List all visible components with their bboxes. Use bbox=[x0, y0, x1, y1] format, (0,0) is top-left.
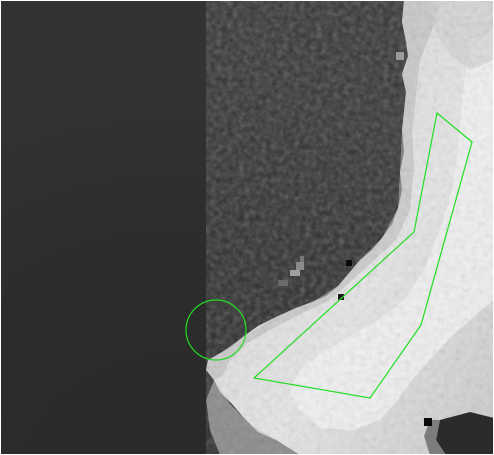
circle-roi-annotation[interactable] bbox=[185, 299, 247, 361]
dark-pocket bbox=[436, 412, 494, 455]
tissue-region bbox=[206, 0, 494, 455]
polygon-roi-annotation[interactable] bbox=[252, 111, 473, 399]
isolated-specks bbox=[278, 52, 432, 426]
dark-pocket-edge bbox=[424, 420, 446, 455]
